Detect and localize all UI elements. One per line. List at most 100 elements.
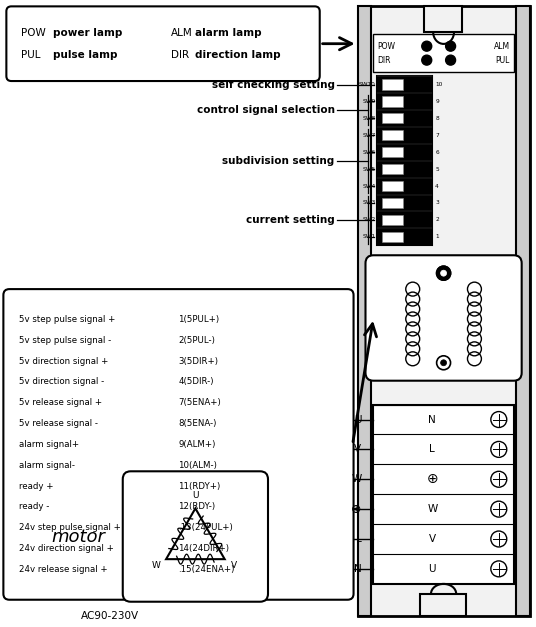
Text: 10(ALM-): 10(ALM-) <box>178 461 217 470</box>
Text: 12(RDY-): 12(RDY-) <box>178 502 215 512</box>
Bar <box>377 76 432 245</box>
Text: current setting: current setting <box>246 215 334 225</box>
Text: 1(5PUL+): 1(5PUL+) <box>178 315 220 324</box>
Text: .13(24PUL+): .13(24PUL+) <box>178 524 233 532</box>
Text: 10: 10 <box>435 82 443 87</box>
Bar <box>382 181 403 191</box>
Text: pulse lamp: pulse lamp <box>53 50 117 60</box>
Text: 24v direction signal +: 24v direction signal + <box>19 544 114 553</box>
Circle shape <box>422 41 431 51</box>
Bar <box>382 232 403 242</box>
Text: SW10: SW10 <box>359 82 375 87</box>
Text: 5v step pulse signal -: 5v step pulse signal - <box>19 336 111 345</box>
Bar <box>420 594 466 616</box>
Bar <box>382 215 403 225</box>
Text: 8: 8 <box>435 116 439 121</box>
FancyBboxPatch shape <box>366 255 522 381</box>
Text: POW: POW <box>21 28 46 38</box>
Text: 6: 6 <box>435 150 439 155</box>
Text: N: N <box>354 564 361 574</box>
Text: control signal selection: control signal selection <box>197 105 334 115</box>
Text: 7(5ENA+): 7(5ENA+) <box>178 398 221 408</box>
Text: W: W <box>151 561 160 570</box>
Circle shape <box>422 55 431 65</box>
Text: W: W <box>427 504 437 514</box>
Text: self checking setting: self checking setting <box>212 80 334 90</box>
Text: 11(RDY+): 11(RDY+) <box>178 482 221 490</box>
Text: DIR: DIR <box>377 56 391 65</box>
Text: L: L <box>356 534 361 544</box>
Text: V: V <box>429 534 436 544</box>
Text: 4: 4 <box>435 184 439 189</box>
Text: ALM: ALM <box>494 41 510 51</box>
Bar <box>374 404 513 584</box>
Text: 5v release signal +: 5v release signal + <box>19 398 102 408</box>
Text: V: V <box>230 561 237 570</box>
Text: PUL: PUL <box>21 50 41 60</box>
Text: U: U <box>192 492 199 500</box>
Text: PUL: PUL <box>495 56 510 65</box>
Text: ready -: ready - <box>19 502 50 512</box>
Text: SW5: SW5 <box>362 167 375 172</box>
Text: alarm signal+: alarm signal+ <box>19 440 79 449</box>
Text: 2: 2 <box>435 218 439 223</box>
Text: SW2: SW2 <box>362 218 375 223</box>
Text: SW6: SW6 <box>362 150 375 155</box>
Circle shape <box>445 55 456 65</box>
FancyBboxPatch shape <box>123 472 268 602</box>
Text: 3: 3 <box>435 201 439 206</box>
Bar <box>382 130 403 140</box>
FancyBboxPatch shape <box>3 289 354 600</box>
Text: V: V <box>354 445 361 455</box>
Text: AC90-230V: AC90-230V <box>81 611 139 621</box>
Bar <box>358 6 371 616</box>
Bar <box>382 147 403 157</box>
Bar <box>424 6 462 32</box>
Text: ready +: ready + <box>19 482 54 490</box>
Text: ⊕: ⊕ <box>427 472 438 487</box>
Text: power lamp: power lamp <box>53 28 123 38</box>
Bar <box>382 113 403 124</box>
Text: 5: 5 <box>435 167 439 172</box>
Text: U: U <box>354 414 361 424</box>
Text: U: U <box>429 564 436 574</box>
Bar <box>382 164 403 174</box>
Text: subdivision setting: subdivision setting <box>222 155 334 166</box>
Text: 7: 7 <box>435 133 439 138</box>
Text: 24v step pulse signal +: 24v step pulse signal + <box>19 524 121 532</box>
Bar <box>382 198 403 208</box>
Circle shape <box>441 270 446 276</box>
Text: 5v direction signal +: 5v direction signal + <box>19 357 109 366</box>
Text: DIR: DIR <box>170 50 189 60</box>
Text: 5v step pulse signal +: 5v step pulse signal + <box>19 315 116 324</box>
Text: .15(24ENA+): .15(24ENA+) <box>178 565 235 574</box>
Text: alarm signal-: alarm signal- <box>19 461 75 470</box>
Text: SW1: SW1 <box>362 234 375 240</box>
Text: SW4: SW4 <box>362 184 375 189</box>
Text: SW8: SW8 <box>362 116 375 121</box>
Bar <box>358 6 530 616</box>
Text: SW7: SW7 <box>362 133 375 138</box>
Text: 1: 1 <box>435 234 439 240</box>
Text: alarm lamp: alarm lamp <box>196 28 262 38</box>
Bar <box>516 6 530 616</box>
Bar <box>382 80 403 90</box>
Text: 3(5DIR+): 3(5DIR+) <box>178 357 219 366</box>
Text: 24v release signal +: 24v release signal + <box>19 565 108 574</box>
Text: 5v release signal -: 5v release signal - <box>19 419 98 428</box>
Text: 2(5PUL-): 2(5PUL-) <box>178 336 215 345</box>
FancyBboxPatch shape <box>6 6 320 81</box>
Text: N: N <box>428 414 436 424</box>
Text: 9: 9 <box>435 99 439 104</box>
Text: 5v direction signal -: 5v direction signal - <box>19 377 105 386</box>
Text: SW9: SW9 <box>362 99 375 104</box>
Bar <box>382 97 403 107</box>
Circle shape <box>441 360 446 366</box>
Text: 14(24DIR+): 14(24DIR+) <box>178 544 229 553</box>
Text: 4(5DIR-): 4(5DIR-) <box>178 377 214 386</box>
Text: motor: motor <box>51 527 105 545</box>
Text: L: L <box>429 445 435 455</box>
Text: POW: POW <box>377 41 396 51</box>
Text: 8(5ENA-): 8(5ENA-) <box>178 419 217 428</box>
Text: 9(ALM+): 9(ALM+) <box>178 440 216 449</box>
